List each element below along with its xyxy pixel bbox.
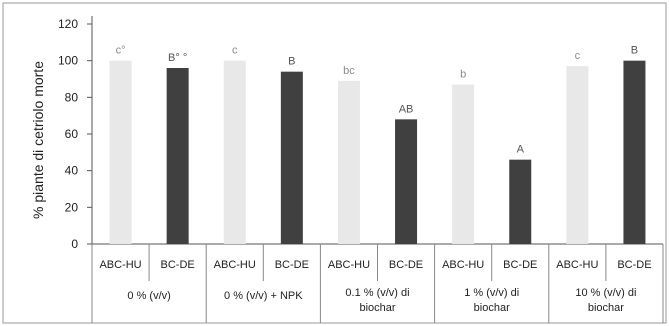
y-axis-label: % piante di cetriolo morte xyxy=(30,61,46,219)
y-tick-label: 60 xyxy=(65,127,79,141)
category-label: BC-DE xyxy=(161,259,195,271)
y-tick-label: 20 xyxy=(65,200,79,214)
plot-area: 0 20 40 60 80 100 120 c° ABC-HU B° ° BC-DE 0 % (v/v… xyxy=(58,16,664,323)
category-label: ABC-HU xyxy=(328,259,370,271)
bar-abc-hu xyxy=(223,60,246,244)
bar-bc-de xyxy=(166,68,189,244)
data-label: B° ° xyxy=(168,52,187,64)
group-label: biochar xyxy=(359,302,395,314)
y-tick-label: 80 xyxy=(65,90,79,104)
category-label: ABC-HU xyxy=(556,259,598,271)
group-label: biochar xyxy=(474,302,510,314)
data-label: c xyxy=(232,45,238,57)
category-label: ABC-HU xyxy=(99,259,141,271)
group-label: 0 % (v/v) + NPK xyxy=(224,290,303,302)
group-label: biochar xyxy=(588,302,624,314)
data-label: AB xyxy=(399,103,414,115)
group-label: 0.1 % (v/v) di xyxy=(345,287,409,299)
bar-abc-hu xyxy=(566,66,589,245)
y-tick-label: 120 xyxy=(58,17,78,31)
bar-bc-de xyxy=(623,60,646,244)
data-label: b xyxy=(460,69,466,81)
data-label: c° xyxy=(116,45,126,57)
bar-abc-hu xyxy=(452,84,475,244)
bar-abc-hu xyxy=(337,80,360,244)
y-tick-label: 40 xyxy=(65,164,79,178)
bar-abc-hu xyxy=(109,60,132,244)
data-label: B xyxy=(631,45,638,57)
data-label: B xyxy=(288,56,295,68)
category-label: BC-DE xyxy=(503,259,537,271)
bar-bc-de xyxy=(395,119,418,244)
y-tick-label: 100 xyxy=(58,54,78,68)
category-label: BC-DE xyxy=(275,259,309,271)
category-label: ABC-HU xyxy=(214,259,256,271)
y-tick-label: 0 xyxy=(71,237,78,251)
data-label: c xyxy=(575,50,581,62)
bar-bc-de xyxy=(509,159,532,244)
category-label: BC-DE xyxy=(617,259,651,271)
category-label: ABC-HU xyxy=(442,259,484,271)
data-label: bc xyxy=(343,65,355,77)
category-label: BC-DE xyxy=(389,259,423,271)
bar-bc-de xyxy=(280,71,303,245)
group-label: 1 % (v/v) di xyxy=(464,287,519,299)
group-label: 10 % (v/v) di xyxy=(575,287,636,299)
data-label: A xyxy=(517,144,525,156)
group-label: 0 % (v/v) xyxy=(127,290,170,302)
